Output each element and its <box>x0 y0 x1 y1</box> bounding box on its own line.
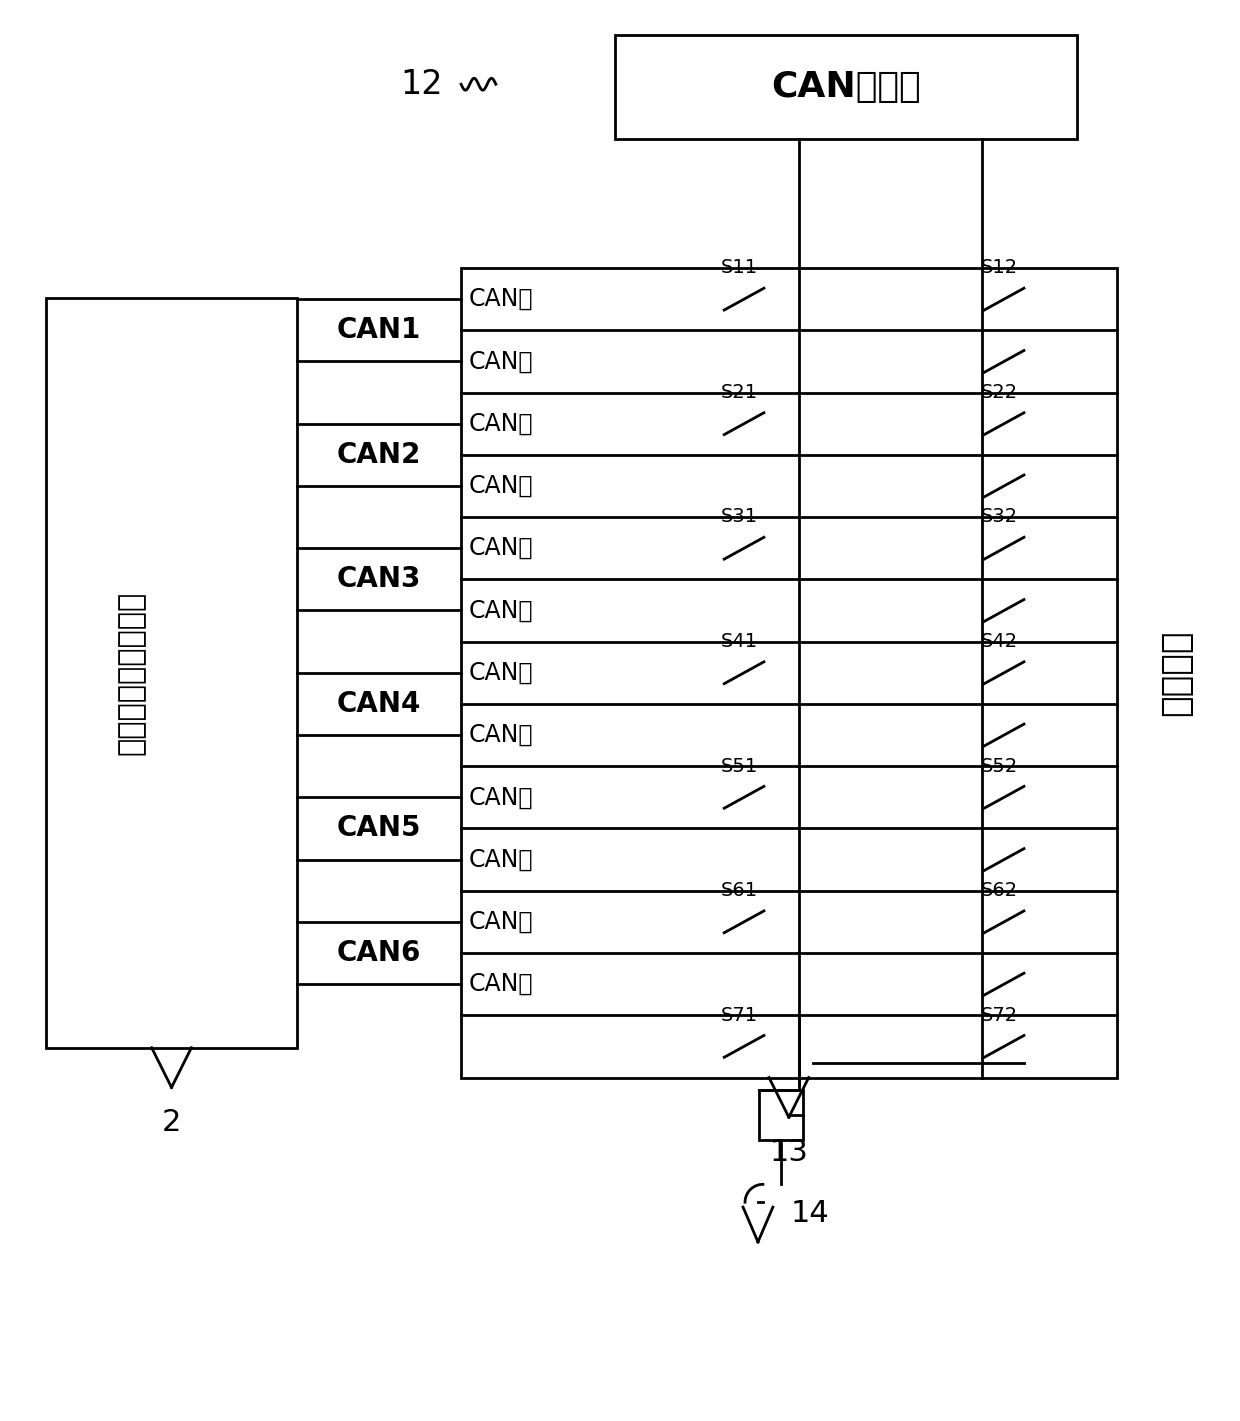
Text: CAN3: CAN3 <box>337 566 422 594</box>
Text: 矩阵开关: 矩阵开关 <box>1159 630 1193 716</box>
Text: CAN低: CAN低 <box>469 475 533 497</box>
Text: CAN4: CAN4 <box>337 689 422 718</box>
Text: S71: S71 <box>720 1006 758 1025</box>
Text: CAN2: CAN2 <box>337 441 422 469</box>
Text: S11: S11 <box>720 259 758 277</box>
Text: CAN高: CAN高 <box>469 412 533 436</box>
Text: CAN1: CAN1 <box>337 317 422 344</box>
Text: 12: 12 <box>401 68 443 101</box>
Bar <box>46 298 298 1047</box>
Text: S51: S51 <box>720 756 758 776</box>
Text: CAN高: CAN高 <box>469 909 533 934</box>
Text: S62: S62 <box>981 881 1018 899</box>
Text: 13: 13 <box>770 1138 808 1167</box>
Text: S12: S12 <box>981 259 1018 277</box>
Text: 14: 14 <box>791 1199 830 1228</box>
Text: 2: 2 <box>162 1108 181 1137</box>
Text: S32: S32 <box>981 507 1018 526</box>
Text: S72: S72 <box>981 1006 1018 1025</box>
Text: S52: S52 <box>981 756 1018 776</box>
Text: CAN低: CAN低 <box>469 350 533 374</box>
Bar <box>615 34 1076 139</box>
Text: CAN高: CAN高 <box>469 786 533 810</box>
Text: S61: S61 <box>720 881 758 899</box>
Text: CAN低: CAN低 <box>469 972 533 996</box>
Text: 待测自动驾驶控制器: 待测自动驾驶控制器 <box>117 591 146 755</box>
Text: CAN5: CAN5 <box>337 814 422 843</box>
Bar <box>461 269 1117 1077</box>
Text: S31: S31 <box>720 507 758 526</box>
Text: S41: S41 <box>720 632 758 651</box>
Text: CAN低: CAN低 <box>469 598 533 622</box>
Text: CAN6: CAN6 <box>337 939 422 966</box>
Text: CAN高: CAN高 <box>469 536 533 560</box>
Text: CAN高: CAN高 <box>469 661 533 685</box>
Text: CAN低: CAN低 <box>469 723 533 747</box>
Text: CAN高: CAN高 <box>469 287 533 311</box>
Text: S42: S42 <box>981 632 1018 651</box>
Text: CAN低: CAN低 <box>469 847 533 871</box>
Text: CAN分析仪: CAN分析仪 <box>771 70 921 104</box>
Text: S22: S22 <box>981 382 1018 402</box>
Bar <box>759 1090 802 1140</box>
Text: S21: S21 <box>720 382 758 402</box>
